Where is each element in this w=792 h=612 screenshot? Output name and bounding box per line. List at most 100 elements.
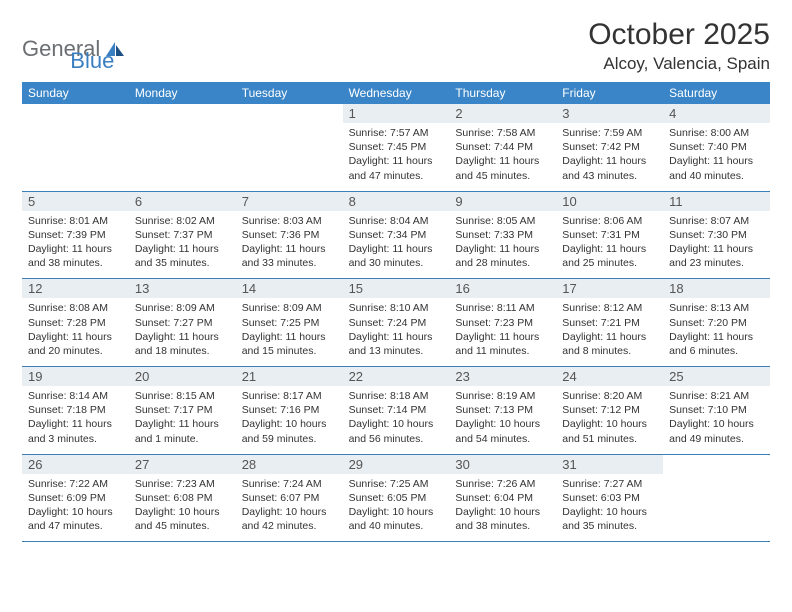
daylight-text: Daylight: 11 hours and 45 minutes. xyxy=(455,154,550,182)
dow-tuesday: Tuesday xyxy=(236,82,343,104)
daylight-text: Daylight: 11 hours and 35 minutes. xyxy=(135,242,230,270)
day-info: Sunrise: 7:59 AMSunset: 7:42 PMDaylight:… xyxy=(562,126,657,183)
sunrise-text: Sunrise: 7:26 AM xyxy=(455,477,550,491)
sunrise-text: Sunrise: 8:08 AM xyxy=(28,301,123,315)
daylight-text: Daylight: 10 hours and 42 minutes. xyxy=(242,505,337,533)
day-number: 14 xyxy=(236,279,343,298)
daylight-text: Daylight: 11 hours and 20 minutes. xyxy=(28,330,123,358)
sunset-text: Sunset: 7:33 PM xyxy=(455,228,550,242)
sunset-text: Sunset: 6:08 PM xyxy=(135,491,230,505)
weeks-container: 1Sunrise: 7:57 AMSunset: 7:45 PMDaylight… xyxy=(22,104,770,542)
day-number: 12 xyxy=(22,279,129,298)
day-cell: 21Sunrise: 8:17 AMSunset: 7:16 PMDayligh… xyxy=(236,367,343,454)
day-info: Sunrise: 8:21 AMSunset: 7:10 PMDaylight:… xyxy=(669,389,764,446)
day-info: Sunrise: 7:25 AMSunset: 6:05 PMDaylight:… xyxy=(349,477,444,534)
sunrise-text: Sunrise: 8:21 AM xyxy=(669,389,764,403)
day-number: 16 xyxy=(449,279,556,298)
sunset-text: Sunset: 7:31 PM xyxy=(562,228,657,242)
day-number: 11 xyxy=(663,192,770,211)
sunset-text: Sunset: 6:04 PM xyxy=(455,491,550,505)
sunset-text: Sunset: 7:13 PM xyxy=(455,403,550,417)
sunrise-text: Sunrise: 8:18 AM xyxy=(349,389,444,403)
day-info: Sunrise: 8:08 AMSunset: 7:28 PMDaylight:… xyxy=(28,301,123,358)
sunrise-text: Sunrise: 7:22 AM xyxy=(28,477,123,491)
daylight-text: Daylight: 11 hours and 6 minutes. xyxy=(669,330,764,358)
day-cell: 4Sunrise: 8:00 AMSunset: 7:40 PMDaylight… xyxy=(663,104,770,191)
daylight-text: Daylight: 11 hours and 30 minutes. xyxy=(349,242,444,270)
daylight-text: Daylight: 10 hours and 47 minutes. xyxy=(28,505,123,533)
day-info: Sunrise: 7:23 AMSunset: 6:08 PMDaylight:… xyxy=(135,477,230,534)
daylight-text: Daylight: 11 hours and 13 minutes. xyxy=(349,330,444,358)
day-number: 25 xyxy=(663,367,770,386)
day-info: Sunrise: 8:20 AMSunset: 7:12 PMDaylight:… xyxy=(562,389,657,446)
sunset-text: Sunset: 7:25 PM xyxy=(242,316,337,330)
day-cell: 2Sunrise: 7:58 AMSunset: 7:44 PMDaylight… xyxy=(449,104,556,191)
sunrise-text: Sunrise: 7:58 AM xyxy=(455,126,550,140)
dow-thursday: Thursday xyxy=(449,82,556,104)
dow-monday: Monday xyxy=(129,82,236,104)
day-info: Sunrise: 8:02 AMSunset: 7:37 PMDaylight:… xyxy=(135,214,230,271)
daylight-text: Daylight: 11 hours and 43 minutes. xyxy=(562,154,657,182)
day-cell: 26Sunrise: 7:22 AMSunset: 6:09 PMDayligh… xyxy=(22,455,129,542)
week-row: 19Sunrise: 8:14 AMSunset: 7:18 PMDayligh… xyxy=(22,367,770,455)
sunset-text: Sunset: 7:45 PM xyxy=(349,140,444,154)
day-info: Sunrise: 8:03 AMSunset: 7:36 PMDaylight:… xyxy=(242,214,337,271)
dow-sunday: Sunday xyxy=(22,82,129,104)
day-info: Sunrise: 8:07 AMSunset: 7:30 PMDaylight:… xyxy=(669,214,764,271)
day-cell: 31Sunrise: 7:27 AMSunset: 6:03 PMDayligh… xyxy=(556,455,663,542)
day-cell: 30 Sunrise: 7:26 AMSunset: 6:04 PMDayligh… xyxy=(449,455,556,542)
day-number: 15 xyxy=(343,279,450,298)
sunset-text: Sunset: 7:34 PM xyxy=(349,228,444,242)
dow-friday: Friday xyxy=(556,82,663,104)
day-cell: 22Sunrise: 8:18 AMSunset: 7:14 PMDayligh… xyxy=(343,367,450,454)
day-cell xyxy=(129,104,236,191)
sunset-text: Sunset: 6:05 PM xyxy=(349,491,444,505)
sunset-text: Sunset: 7:12 PM xyxy=(562,403,657,417)
sunset-text: Sunset: 7:23 PM xyxy=(455,316,550,330)
sunset-text: Sunset: 7:40 PM xyxy=(669,140,764,154)
day-cell: 18Sunrise: 8:13 AMSunset: 7:20 PMDayligh… xyxy=(663,279,770,366)
day-info: Sunrise: 8:09 AMSunset: 7:25 PMDaylight:… xyxy=(242,301,337,358)
day-info: Sunrise: 7:22 AMSunset: 6:09 PMDaylight:… xyxy=(28,477,123,534)
day-info: Sunrise: 7:58 AMSunset: 7:44 PMDaylight:… xyxy=(455,126,550,183)
sunset-text: Sunset: 7:27 PM xyxy=(135,316,230,330)
day-number: 20 xyxy=(129,367,236,386)
day-cell xyxy=(22,104,129,191)
day-info: Sunrise: 7:27 AMSunset: 6:03 PMDaylight:… xyxy=(562,477,657,534)
daylight-text: Daylight: 10 hours and 38 minutes. xyxy=(455,505,550,533)
sunset-text: Sunset: 7:18 PM xyxy=(28,403,123,417)
sunset-text: Sunset: 7:10 PM xyxy=(669,403,764,417)
day-cell: 20Sunrise: 8:15 AMSunset: 7:17 PMDayligh… xyxy=(129,367,236,454)
sunrise-text: Sunrise: 8:03 AM xyxy=(242,214,337,228)
day-info: Sunrise: 8:17 AMSunset: 7:16 PMDaylight:… xyxy=(242,389,337,446)
sunrise-text: Sunrise: 8:20 AM xyxy=(562,389,657,403)
day-info: Sunrise: 7:26 AMSunset: 6:04 PMDaylight:… xyxy=(455,477,550,534)
week-row: 5Sunrise: 8:01 AMSunset: 7:39 PMDaylight… xyxy=(22,192,770,280)
day-number: 27 xyxy=(129,455,236,474)
day-cell: 6Sunrise: 8:02 AMSunset: 7:37 PMDaylight… xyxy=(129,192,236,279)
daylight-text: Daylight: 10 hours and 54 minutes. xyxy=(455,417,550,445)
sunrise-text: Sunrise: 7:57 AM xyxy=(349,126,444,140)
week-row: 26Sunrise: 7:22 AMSunset: 6:09 PMDayligh… xyxy=(22,455,770,543)
day-info: Sunrise: 8:18 AMSunset: 7:14 PMDaylight:… xyxy=(349,389,444,446)
day-number: 24 xyxy=(556,367,663,386)
day-number: 29 xyxy=(343,455,450,474)
daylight-text: Daylight: 11 hours and 1 minute. xyxy=(135,417,230,445)
sunset-text: Sunset: 7:20 PM xyxy=(669,316,764,330)
day-cell: 7Sunrise: 8:03 AMSunset: 7:36 PMDaylight… xyxy=(236,192,343,279)
sunset-text: Sunset: 7:30 PM xyxy=(669,228,764,242)
sunset-text: Sunset: 7:39 PM xyxy=(28,228,123,242)
day-cell: 16Sunrise: 8:11 AMSunset: 7:23 PMDayligh… xyxy=(449,279,556,366)
sunrise-text: Sunrise: 8:09 AM xyxy=(242,301,337,315)
daylight-text: Daylight: 10 hours and 59 minutes. xyxy=(242,417,337,445)
daylight-text: Daylight: 10 hours and 45 minutes. xyxy=(135,505,230,533)
title-block: October 2025 Alcoy, Valencia, Spain xyxy=(588,18,770,74)
day-number: 30 xyxy=(449,455,556,474)
day-cell: 15Sunrise: 8:10 AMSunset: 7:24 PMDayligh… xyxy=(343,279,450,366)
day-number: 28 xyxy=(236,455,343,474)
day-number: 9 xyxy=(449,192,556,211)
day-number: 8 xyxy=(343,192,450,211)
sunset-text: Sunset: 7:16 PM xyxy=(242,403,337,417)
day-number: 18 xyxy=(663,279,770,298)
day-number: 10 xyxy=(556,192,663,211)
